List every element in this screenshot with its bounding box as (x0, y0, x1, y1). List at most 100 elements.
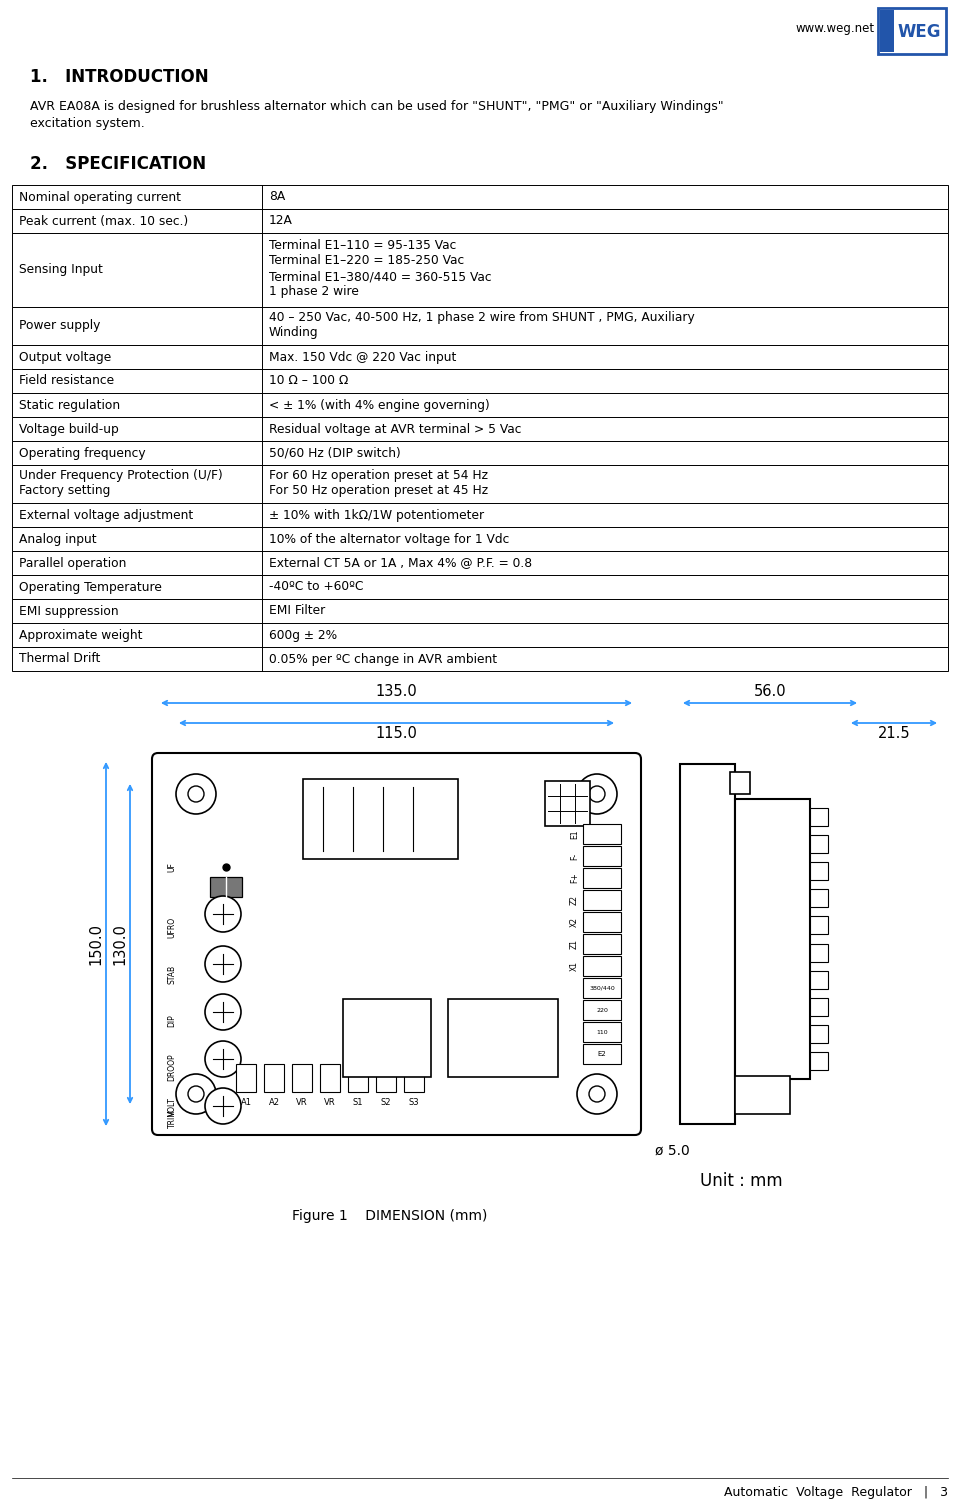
Text: F+: F+ (570, 872, 579, 883)
Text: Max. 150 Vdc @ 220 Vac input: Max. 150 Vdc @ 220 Vac input (269, 350, 456, 364)
Bar (680, 764, 735, 1123)
Bar (348, 1063, 368, 1092)
Text: Output voltage: Output voltage (19, 350, 111, 364)
Text: 220: 220 (596, 1008, 608, 1012)
Text: 130.0: 130.0 (112, 923, 127, 966)
Text: Terminal E1–380/440 = 360-515 Vac: Terminal E1–380/440 = 360-515 Vac (269, 271, 492, 283)
Text: Z2: Z2 (570, 895, 579, 905)
Text: 21.5: 21.5 (877, 726, 910, 741)
Circle shape (176, 1074, 216, 1114)
Text: Winding: Winding (269, 326, 319, 338)
Bar (810, 889, 828, 907)
Text: 12A: 12A (269, 215, 293, 227)
Bar (12, 417, 948, 441)
Bar (810, 835, 828, 853)
Bar (583, 1044, 621, 1063)
Text: STAB: STAB (167, 964, 177, 984)
Bar (12, 368, 948, 393)
Text: < ± 1% (with 4% engine governing): < ± 1% (with 4% engine governing) (269, 399, 490, 412)
Text: AVR EA08A is designed for brushless alternator which can be used for "SHUNT", "P: AVR EA08A is designed for brushless alte… (30, 99, 724, 113)
Text: 110: 110 (596, 1030, 608, 1035)
Text: S2: S2 (381, 1098, 392, 1107)
Text: A1: A1 (241, 1098, 252, 1107)
Text: F-: F- (570, 853, 579, 860)
Circle shape (205, 946, 241, 982)
Text: VR: VR (324, 1098, 336, 1107)
Bar (12, 307, 948, 344)
Text: VR: VR (297, 1098, 308, 1107)
Bar (583, 1000, 621, 1020)
Bar (583, 845, 621, 866)
Text: VOLT: VOLT (167, 1098, 177, 1116)
Circle shape (589, 787, 605, 802)
Text: For 50 Hz operation preset at 45 Hz: For 50 Hz operation preset at 45 Hz (269, 484, 488, 496)
Circle shape (205, 896, 241, 932)
Bar (583, 1023, 621, 1042)
Circle shape (205, 1087, 241, 1123)
Text: X1: X1 (570, 961, 579, 972)
Circle shape (577, 1074, 617, 1114)
Text: For 60 Hz operation preset at 54 Hz: For 60 Hz operation preset at 54 Hz (269, 469, 488, 481)
Text: EMI Filter: EMI Filter (269, 605, 325, 618)
Text: Power supply: Power supply (19, 319, 101, 332)
Text: Approximate weight: Approximate weight (19, 629, 142, 642)
Text: 40 – 250 Vac, 40-500 Hz, 1 phase 2 wire from SHUNT , PMG, Auxiliary: 40 – 250 Vac, 40-500 Hz, 1 phase 2 wire … (269, 310, 695, 323)
Text: X2: X2 (570, 917, 579, 926)
Bar (12, 575, 948, 599)
Bar (12, 209, 948, 233)
Text: A2: A2 (269, 1098, 279, 1107)
Text: E2: E2 (598, 1051, 607, 1057)
Text: ø 5.0: ø 5.0 (655, 1145, 689, 1158)
Bar (12, 393, 948, 417)
Text: Terminal E1–110 = 95-135 Vac: Terminal E1–110 = 95-135 Vac (269, 239, 456, 253)
Text: Unit : mm: Unit : mm (700, 1172, 782, 1190)
Text: TRIM: TRIM (167, 1110, 177, 1128)
Text: www.weg.net: www.weg.net (795, 23, 875, 35)
Text: S1: S1 (352, 1098, 363, 1107)
Circle shape (205, 994, 241, 1030)
Text: Thermal Drift: Thermal Drift (19, 653, 101, 665)
Text: DIP: DIP (167, 1015, 177, 1027)
Bar (12, 344, 948, 368)
Text: WEG: WEG (898, 23, 942, 41)
Text: DROOP: DROOP (167, 1053, 177, 1081)
Bar (880, 11, 894, 53)
Text: Static regulation: Static regulation (19, 399, 120, 412)
Text: Analog input: Analog input (19, 532, 97, 546)
Bar (12, 647, 948, 671)
Text: External voltage adjustment: External voltage adjustment (19, 508, 193, 522)
Text: ± 10% with 1kΩ/1W potentiometer: ± 10% with 1kΩ/1W potentiometer (269, 508, 484, 522)
Bar (376, 1063, 396, 1092)
Text: 1.   INTRODUCTION: 1. INTRODUCTION (30, 68, 208, 86)
Text: Figure 1    DIMENSION (mm): Figure 1 DIMENSION (mm) (292, 1209, 488, 1223)
Bar (12, 233, 948, 307)
Bar (810, 808, 828, 826)
Circle shape (188, 787, 204, 802)
Bar (292, 1063, 312, 1092)
Bar (12, 502, 948, 526)
Bar (12, 441, 948, 465)
Bar (735, 799, 810, 1078)
Text: 600g ± 2%: 600g ± 2% (269, 629, 337, 642)
Text: Automatic  Voltage  Regulator   |   3: Automatic Voltage Regulator | 3 (724, 1486, 948, 1499)
Circle shape (205, 1041, 241, 1077)
Bar (810, 862, 828, 880)
Text: Terminal E1–220 = 185-250 Vac: Terminal E1–220 = 185-250 Vac (269, 254, 465, 268)
Bar (583, 934, 621, 954)
Bar (810, 997, 828, 1015)
Bar (404, 1063, 424, 1092)
Text: -40ºC to +60ºC: -40ºC to +60ºC (269, 581, 364, 594)
Text: UF: UF (167, 862, 177, 872)
Bar (583, 890, 621, 910)
Text: Field resistance: Field resistance (19, 374, 114, 388)
Text: 150.0: 150.0 (88, 923, 103, 966)
Text: Residual voltage at AVR terminal > 5 Vac: Residual voltage at AVR terminal > 5 Vac (269, 423, 521, 436)
Bar (810, 943, 828, 961)
Text: Parallel operation: Parallel operation (19, 556, 127, 570)
Text: 8A: 8A (269, 191, 285, 203)
Text: excitation system.: excitation system. (30, 117, 145, 129)
Text: Operating frequency: Operating frequency (19, 447, 146, 460)
Text: 1 phase 2 wire: 1 phase 2 wire (269, 286, 359, 298)
Text: Voltage build-up: Voltage build-up (19, 423, 119, 436)
Text: 50/60 Hz (DIP switch): 50/60 Hz (DIP switch) (269, 447, 400, 460)
